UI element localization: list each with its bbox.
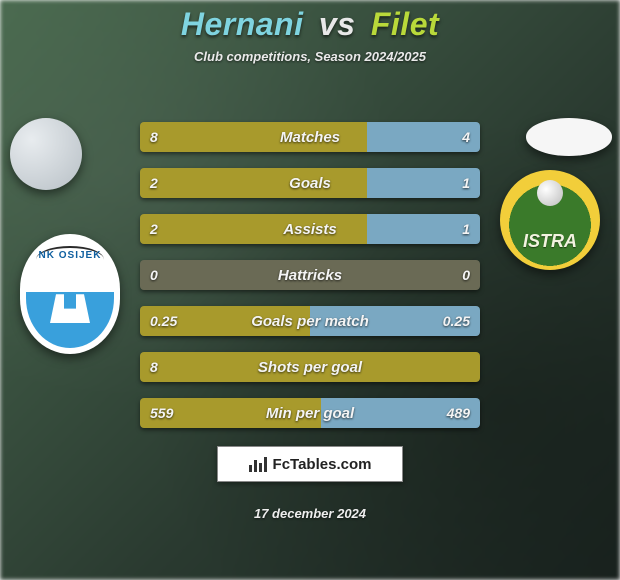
player1-avatar: [10, 118, 82, 190]
vs-label: vs: [319, 6, 356, 42]
club1-logo: NK OSIJEK: [20, 234, 120, 354]
date-label: 17 december 2024: [0, 506, 620, 521]
stat-track: [140, 214, 480, 244]
bar-chart-icon: [249, 456, 267, 472]
stat-left-segment: [140, 398, 321, 428]
player1-name: Hernani: [181, 6, 304, 42]
club1-bridge-icon: [50, 287, 90, 323]
stat-left-segment: [140, 168, 367, 198]
brand-badge[interactable]: FcTables.com: [217, 446, 403, 482]
stat-bars: Matches84 Goals21 Assists21 Hattricks00 Goal…: [140, 122, 480, 428]
stat-row: Hattricks00: [140, 260, 480, 290]
stat-track: [140, 260, 480, 290]
club1-shield: NK OSIJEK: [26, 240, 114, 348]
club2-ball-icon: [537, 180, 563, 206]
stat-left-segment: [140, 214, 367, 244]
stat-track: [140, 352, 480, 382]
stat-right-segment: [367, 122, 480, 152]
stat-right-segment: [367, 214, 480, 244]
stat-row: Goals21: [140, 168, 480, 198]
stat-track: [140, 168, 480, 198]
stat-left-segment: [140, 122, 367, 152]
stat-track: [140, 306, 480, 336]
stat-track: [140, 398, 480, 428]
stat-right-segment: [367, 168, 480, 198]
brand-text: FcTables.com: [273, 456, 372, 473]
club1-label: NK OSIJEK: [26, 250, 114, 261]
stat-left-segment: [140, 306, 310, 336]
page-title: Hernani vs Filet: [0, 6, 620, 43]
stat-row: Goals per match0.250.25: [140, 306, 480, 336]
stat-row: Min per goal559489: [140, 398, 480, 428]
stat-track: [140, 122, 480, 152]
stat-row: Assists21: [140, 214, 480, 244]
stat-row: Matches84: [140, 122, 480, 152]
player2-name: Filet: [371, 6, 439, 42]
comparison-card: Hernani vs Filet Club competitions, Seas…: [0, 0, 620, 580]
stat-left-segment: [140, 352, 480, 382]
stat-row: Shots per goal8: [140, 352, 480, 382]
stat-right-segment: [310, 306, 480, 336]
subtitle: Club competitions, Season 2024/2025: [0, 49, 620, 64]
stat-left-segment: [140, 260, 480, 290]
player2-avatar: [526, 118, 612, 156]
club2-label: ISTRA: [500, 231, 600, 252]
stat-right-segment: [321, 398, 480, 428]
club2-logo: ISTRA: [500, 170, 600, 270]
